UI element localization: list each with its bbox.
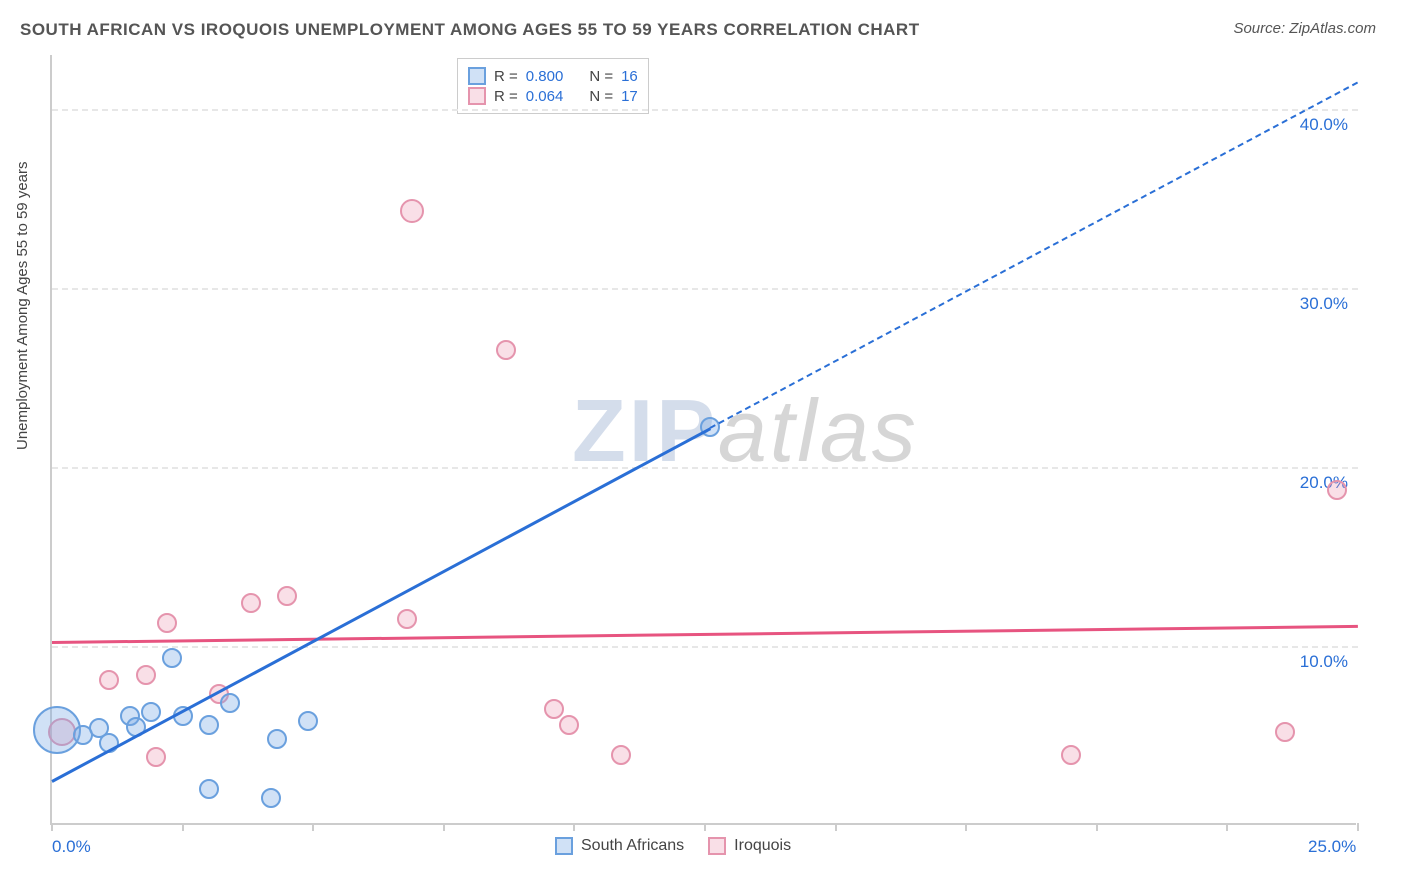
x-tick xyxy=(312,823,314,831)
source-attribution: Source: ZipAtlas.com xyxy=(1233,20,1376,37)
plot-area: ZIPatlas R = 0.800N = 16R = 0.064N = 17 … xyxy=(50,55,1356,825)
iroquois-point xyxy=(400,199,424,223)
x-tick xyxy=(1357,823,1359,831)
south-african-point xyxy=(199,715,219,735)
y-tick-label: 40.0% xyxy=(1300,115,1348,135)
x-tick-label: 0.0% xyxy=(52,837,91,857)
iroquois-point xyxy=(277,586,297,606)
watermark-atlas: atlas xyxy=(718,381,919,480)
iroquois-point xyxy=(157,613,177,633)
r-label: R = xyxy=(494,88,518,105)
grid-line xyxy=(52,646,1358,648)
iroquois-point xyxy=(496,340,516,360)
r-value: 0.800 xyxy=(526,68,564,85)
iroquois-point xyxy=(544,699,564,719)
chart-stage: SOUTH AFRICAN VS IROQUOIS UNEMPLOYMENT A… xyxy=(0,0,1406,892)
x-tick xyxy=(1096,823,1098,831)
iroquois-point xyxy=(1327,480,1347,500)
x-tick xyxy=(965,823,967,831)
legend-swatch xyxy=(708,837,726,855)
x-tick xyxy=(835,823,837,831)
grid-line xyxy=(52,288,1358,290)
x-tick-label: 25.0% xyxy=(1308,837,1356,857)
iroquois-point xyxy=(611,745,631,765)
iroquois-point xyxy=(241,593,261,613)
south-african-point xyxy=(162,648,182,668)
n-label: N = xyxy=(589,88,613,105)
series-legend-label: Iroquois xyxy=(734,837,791,855)
corr-legend-row: R = 0.064 N = 17 xyxy=(468,87,638,105)
series-legend: South Africans Iroquois xyxy=(555,837,791,855)
iroquois-point xyxy=(99,670,119,690)
iroquois-point xyxy=(146,747,166,767)
south-african-point xyxy=(267,729,287,749)
iroquois-trendline xyxy=(52,624,1358,643)
iroquois-point xyxy=(1275,722,1295,742)
south-african-point xyxy=(298,711,318,731)
south-african-point xyxy=(141,702,161,722)
corr-legend-row: R = 0.800 N = 16 xyxy=(468,67,638,85)
correlation-legend: R = 0.800 N = 16 R = 0.064 N = 17 xyxy=(457,58,649,114)
y-axis-label: Unemployment Among Ages 55 to 59 years xyxy=(14,161,31,450)
series-legend-item: South Africans xyxy=(555,837,684,855)
south-african-trendline-extrapolated xyxy=(710,82,1359,429)
south-african-trendline xyxy=(51,428,711,783)
x-tick xyxy=(704,823,706,831)
x-tick xyxy=(1226,823,1228,831)
south-african-point xyxy=(220,693,240,713)
x-tick xyxy=(182,823,184,831)
y-tick-label: 30.0% xyxy=(1300,294,1348,314)
x-tick xyxy=(51,823,53,831)
iroquois-point xyxy=(397,609,417,629)
x-tick xyxy=(573,823,575,831)
n-value: 17 xyxy=(621,88,638,105)
iroquois-point xyxy=(136,665,156,685)
r-value: 0.064 xyxy=(526,88,564,105)
legend-swatch xyxy=(468,87,486,105)
x-tick xyxy=(443,823,445,831)
grid-line xyxy=(52,109,1358,111)
iroquois-point xyxy=(559,715,579,735)
n-value: 16 xyxy=(621,68,638,85)
south-african-point xyxy=(261,788,281,808)
series-legend-label: South Africans xyxy=(581,837,684,855)
legend-swatch xyxy=(555,837,573,855)
iroquois-point xyxy=(1061,745,1081,765)
series-legend-item: Iroquois xyxy=(708,837,791,855)
n-label: N = xyxy=(589,68,613,85)
r-label: R = xyxy=(494,68,518,85)
grid-line xyxy=(52,467,1358,469)
south-african-point xyxy=(199,779,219,799)
legend-swatch xyxy=(468,67,486,85)
y-tick-label: 10.0% xyxy=(1300,652,1348,672)
chart-title: SOUTH AFRICAN VS IROQUOIS UNEMPLOYMENT A… xyxy=(20,20,920,40)
